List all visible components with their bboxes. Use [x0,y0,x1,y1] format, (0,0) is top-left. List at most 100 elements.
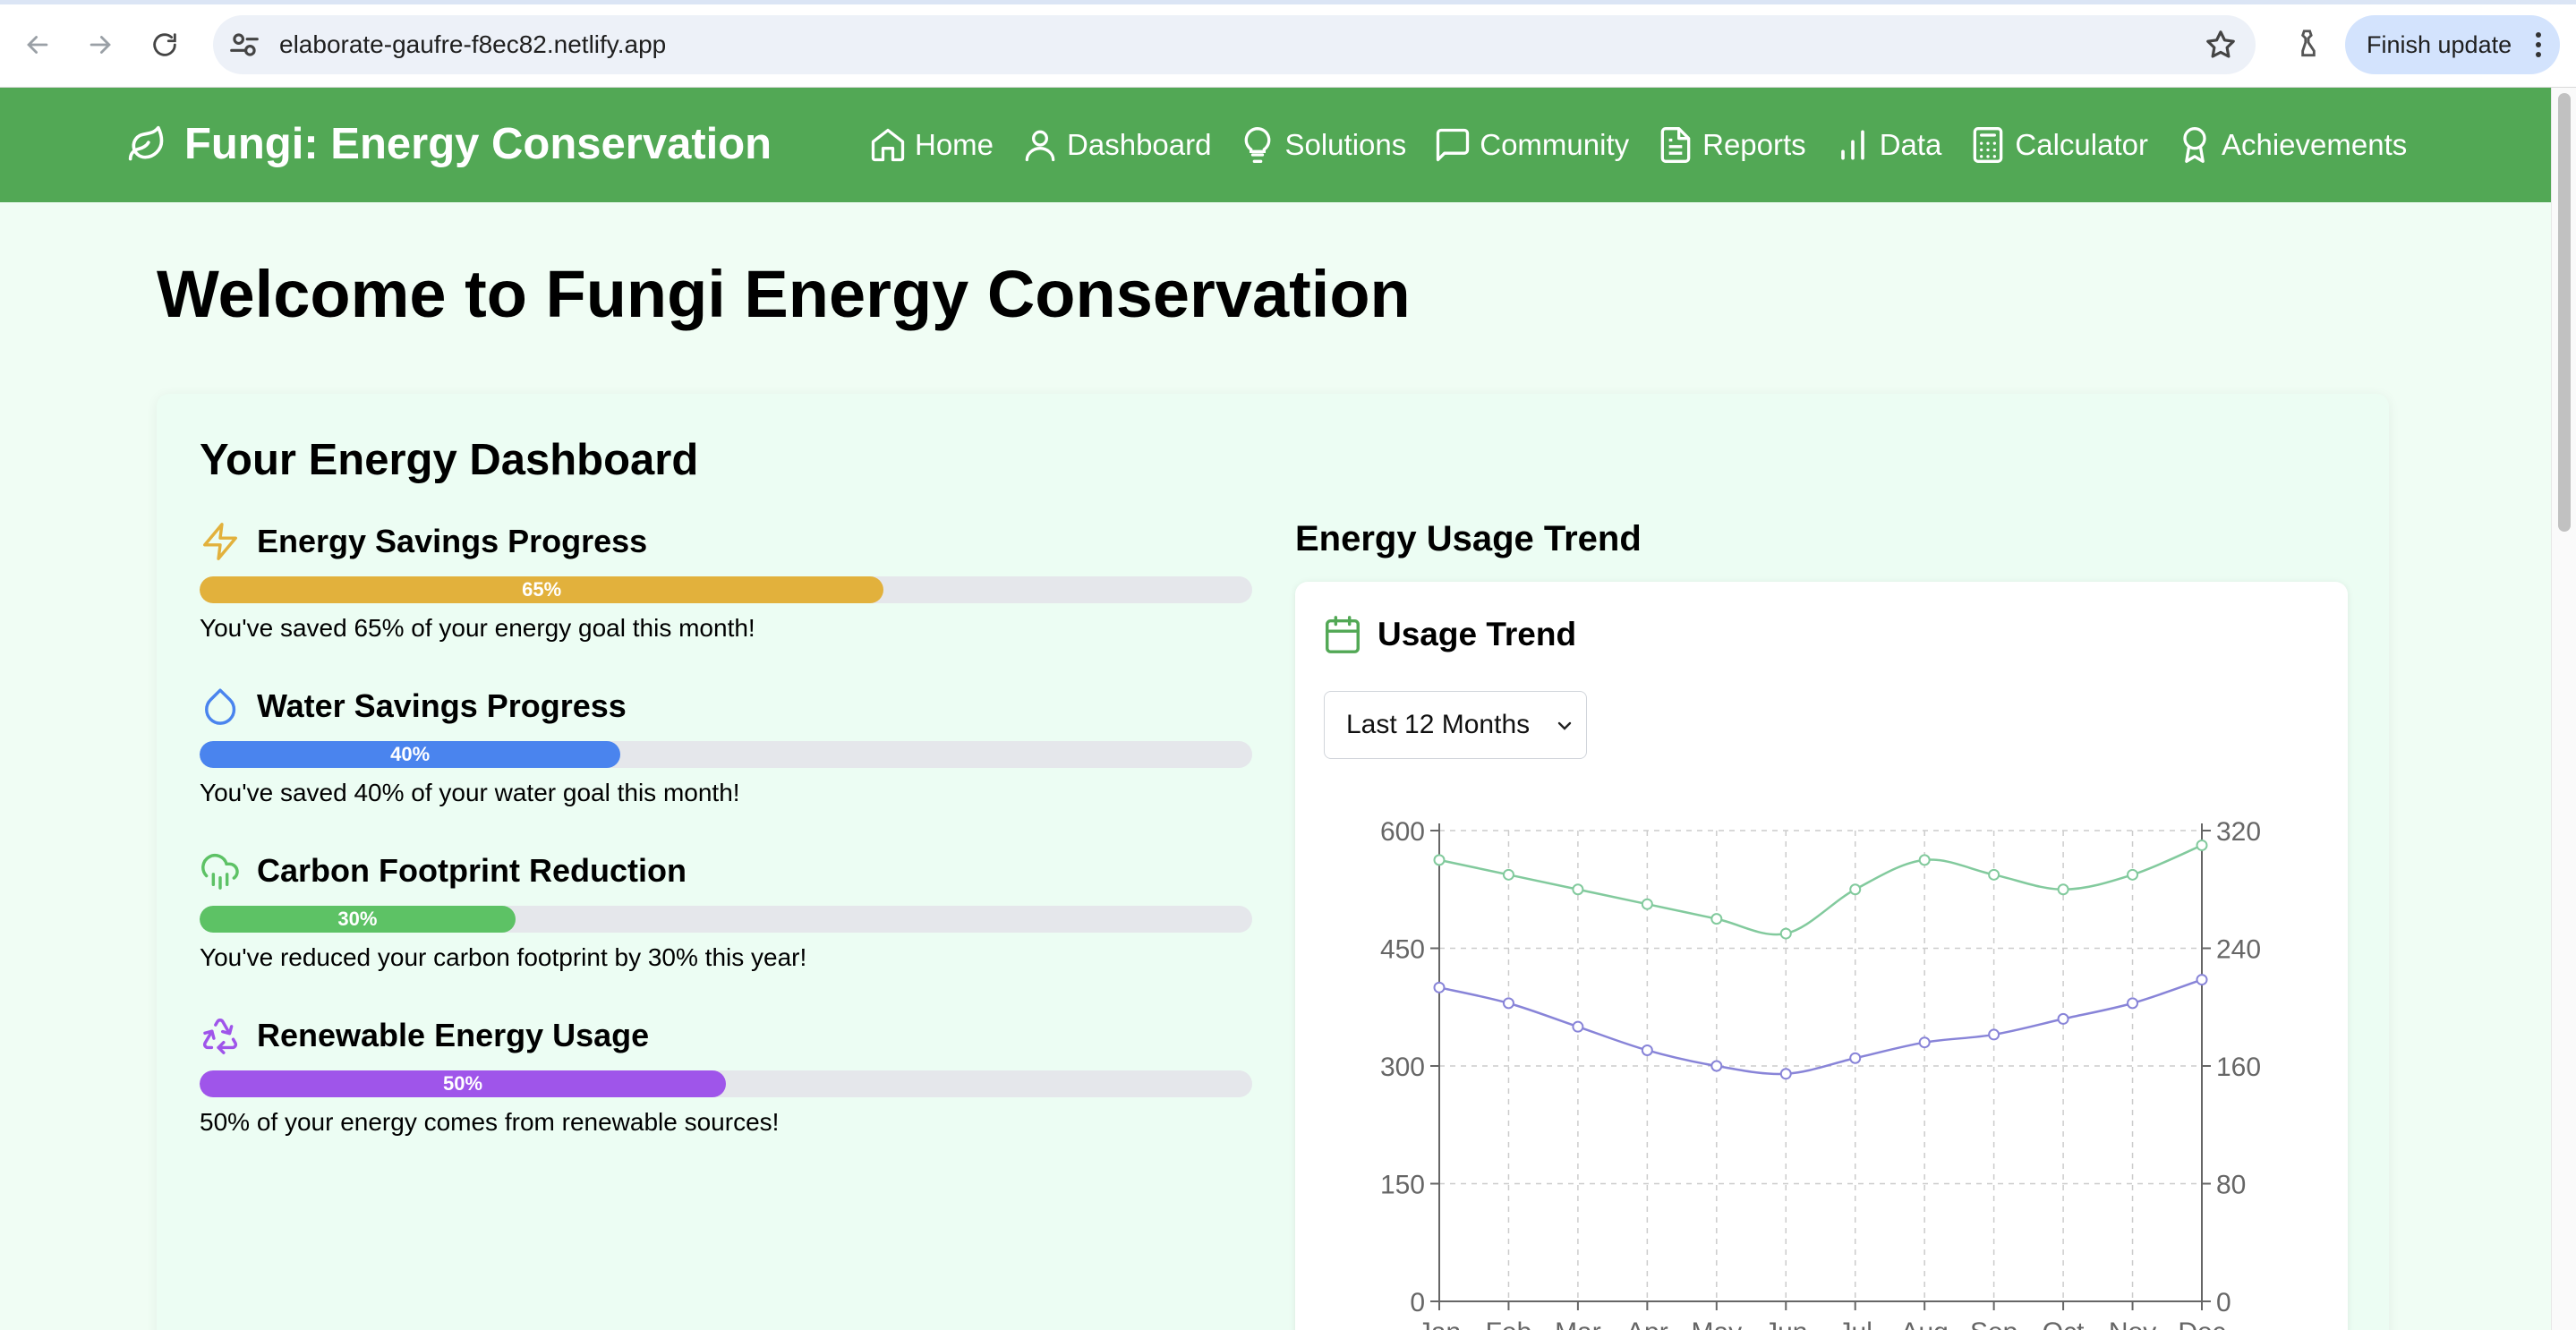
series-point-1 [1433,854,1446,866]
series-point-0 [1779,1068,1792,1080]
nav-reports[interactable]: Reports [1656,125,1806,165]
series-line-0 [1438,978,2203,1076]
progress-fill: 30% [200,906,516,933]
page-scrollbar[interactable] [2551,88,2576,1330]
series-point-0 [1849,1052,1862,1064]
calculator-icon [1974,127,2003,163]
metric-energy-savings: Energy Savings Progress 65% You've saved… [200,519,1252,643]
series-point-1 [1641,898,1653,910]
y-right-tick-label: 320 [2216,817,2261,847]
y-right-tick-label: 80 [2216,1171,2246,1200]
series-point-1 [1779,927,1792,940]
series-point-1 [1988,868,2000,881]
progress-label: 65% [522,578,562,601]
nav-achievements[interactable]: Achievements [2175,125,2407,165]
x-tick-label: Oct [2043,1317,2085,1330]
panel-title: Usage Trend [1378,616,1577,652]
brand-title: Fungi: Energy Conservation [184,120,772,168]
nav-calculator[interactable]: Calculator [1968,125,2148,165]
x-tick-label: Dec [2178,1317,2225,1330]
progress-label: 30% [337,908,378,930]
series-point-1 [1572,883,1584,896]
site-settings-icon[interactable] [227,28,261,62]
url-text[interactable]: elaborate-gaufre-f8ec82.netlify.app [279,30,667,58]
metric-title: Renewable Energy Usage [257,1017,650,1053]
back-button[interactable] [16,23,59,66]
metric-description: 50% of your energy comes from renewable … [200,1108,780,1136]
more-vert-icon [2536,32,2541,57]
y-left-tick-label: 450 [1380,935,1425,965]
metric-title: Water Savings Progress [257,687,627,724]
forward-button[interactable] [79,23,122,66]
file-text-icon [1660,127,1691,163]
metric-description: You've saved 40% of your water goal this… [200,779,740,806]
x-tick-label: Jul [1838,1317,1872,1330]
nav-achievements-label: Achievements [2221,128,2408,161]
progress-bar: 65% [200,576,1252,603]
series-point-0 [2127,997,2139,1010]
brand[interactable]: Fungi: Energy Conservation [127,119,772,169]
scrollbar-thumb[interactable] [2558,93,2571,532]
nav-solutions[interactable]: Solutions [1238,125,1406,165]
extension-icon[interactable] [2291,27,2325,61]
nav-home[interactable]: Home [868,125,994,165]
x-tick-label: Nov [2109,1317,2156,1330]
lightbulb-icon [1245,127,1271,163]
address-bar[interactable]: elaborate-gaufre-f8ec82.netlify.app [213,15,2256,74]
nav-community-label: Community [1480,128,1630,161]
dashboard-card: Your Energy Dashboard Energy Savings Pro… [157,394,2389,1330]
usage-trend-chart: 0 150 300 450 600 0 80 160 240 320 Jan Feb Mar Apr May… [1380,817,2261,1330]
progress-bar: 40% [200,741,1252,768]
nav-data-label: Data [1879,128,1942,161]
y-left-tick-label: 600 [1380,817,1425,847]
tab-strip-edge [0,0,2576,4]
main-nav: Home Dashboard Solutions Community Repor… [868,120,2434,170]
x-tick-label: Feb [1486,1317,1532,1330]
series-point-0 [1918,1036,1931,1049]
metric-description: You've saved 65% of your energy goal thi… [200,614,755,642]
bookmark-star-icon[interactable] [2204,28,2238,62]
y-right-tick-label: 240 [2216,935,2261,965]
bar-chart-icon [1840,130,1864,160]
progress-label: 50% [442,1072,483,1095]
nav-reports-label: Reports [1702,128,1806,161]
x-tick-label: Jun [1764,1317,1807,1330]
y-right-tick-label: 160 [2216,1053,2261,1082]
y-left-tick-label: 0 [1410,1288,1425,1317]
user-icon [1025,130,1055,162]
progress-fill: 40% [200,741,621,768]
award-icon [2183,127,2206,163]
y-left-tick-label: 300 [1380,1053,1425,1082]
progress-fill: 65% [200,576,884,603]
leaf-icon [128,125,164,161]
series-point-0 [1641,1044,1653,1056]
series-point-1 [1710,913,1723,925]
metric-title: Energy Savings Progress [257,523,648,559]
reload-button[interactable] [143,23,186,66]
nav-community[interactable]: Community [1433,125,1629,165]
nav-solutions-label: Solutions [1284,128,1407,161]
finish-update-button[interactable]: Finish update [2345,15,2560,74]
browser-toolbar: elaborate-gaufre-f8ec82.netlify.app Fini… [0,0,2576,88]
y-left-tick-label: 150 [1380,1171,1425,1200]
series-point-1 [1849,883,1862,896]
droplet-icon [205,688,236,725]
dashboard-title: Your Energy Dashboard [200,436,699,484]
chevron-down-icon [1557,721,1572,730]
series-point-0 [1502,997,1514,1010]
cloud-rain-icon [201,854,239,890]
series-point-1 [2127,868,2139,881]
recycle-icon [202,1019,238,1054]
nav-dashboard[interactable]: Dashboard [1020,125,1211,165]
nav-data[interactable]: Data [1833,125,1942,165]
series-point-0 [2196,974,2208,986]
metric-title: Carbon Footprint Reduction [257,852,687,889]
series-point-1 [1918,854,1931,866]
zap-icon [203,523,237,560]
x-tick-label: May [1691,1317,1742,1330]
metric-renewable-usage: Renewable Energy Usage 50% 50% of your e… [200,1013,1252,1137]
series-point-0 [1433,981,1446,993]
y-right-tick-label: 0 [2216,1288,2231,1317]
progress-bar: 30% [200,906,1252,933]
time-range-select[interactable]: Last 12 Months [1324,691,1587,759]
